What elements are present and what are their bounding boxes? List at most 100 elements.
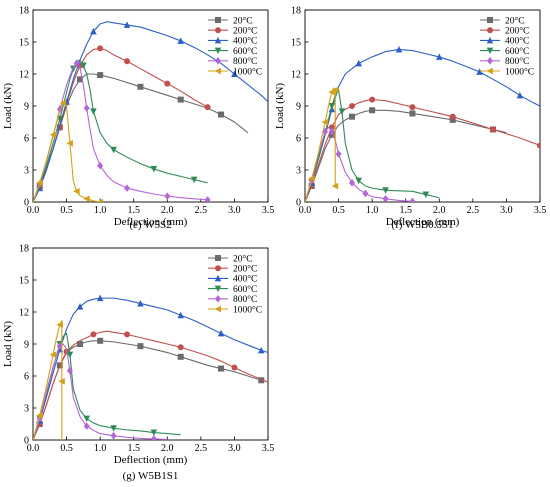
x-tick-label: 3.0	[500, 205, 513, 216]
legend-label: 800°C	[505, 56, 529, 67]
data-point	[56, 321, 63, 329]
data-point	[73, 59, 80, 68]
legend-label: 200°C	[233, 264, 257, 275]
series-line	[33, 332, 181, 440]
y-tick-label: 9	[296, 102, 301, 113]
y-tick-label: 9	[24, 102, 29, 113]
series-line	[305, 126, 413, 202]
data-point	[97, 45, 104, 52]
x-tick-label: 1.0	[366, 205, 379, 216]
series-group	[305, 45, 540, 202]
legend-label: 400°C	[233, 274, 257, 285]
legend-label: 1000°C	[233, 304, 262, 315]
data-point	[59, 99, 67, 107]
data-point	[258, 377, 265, 384]
x-tick-label: 3.5	[262, 205, 275, 216]
data-point	[164, 80, 171, 87]
data-point	[218, 365, 224, 372]
data-point	[422, 191, 430, 199]
y-tick-label: 18	[19, 6, 29, 17]
legend-marker	[215, 255, 221, 261]
series-line	[33, 330, 268, 440]
x-tick-label: 2.0	[161, 205, 174, 216]
data-point	[58, 378, 65, 385]
x-tick-label: 0.0	[299, 205, 312, 216]
data-point	[349, 113, 355, 120]
legend-marker	[214, 305, 221, 313]
legend-marker	[486, 47, 494, 55]
legend-marker	[215, 295, 221, 303]
legend-label: 20°C	[505, 15, 525, 26]
x-tick-label: 2.5	[195, 205, 208, 216]
data-point	[97, 161, 104, 170]
data-point	[123, 21, 131, 28]
data-point	[77, 76, 83, 83]
data-point	[83, 422, 90, 430]
data-point	[90, 331, 97, 338]
data-point	[335, 150, 342, 158]
data-point	[164, 192, 171, 200]
x-tick-label: 1.0	[94, 443, 107, 454]
data-point	[177, 96, 184, 103]
y-tick-label: 18	[19, 244, 29, 255]
data-point	[231, 364, 238, 371]
y-tick-label: 3	[24, 404, 29, 415]
chart-panel-1: 0.0 0.5 1.0 1.5 2.0 2.5 3.0 3.5 0 3 6 9 12 15 18 Deflec…	[2, 6, 274, 232]
x-tick-label: 0.5	[60, 443, 73, 454]
data-point	[66, 140, 73, 147]
legend-marker	[486, 36, 494, 44]
y-tick-label: 15	[19, 38, 29, 49]
data-point	[204, 196, 211, 202]
data-point	[97, 337, 104, 344]
data-point	[76, 303, 84, 310]
data-point	[73, 188, 80, 195]
data-point	[97, 72, 104, 79]
data-point	[321, 118, 329, 126]
legend-marker	[487, 57, 493, 65]
y-tick-label: 6	[24, 372, 29, 383]
data-point	[449, 113, 456, 120]
legend-marker	[214, 47, 222, 55]
data-point	[409, 104, 416, 111]
data-point	[355, 177, 363, 185]
x-tick-label: 1.5	[127, 205, 140, 216]
data-point	[331, 182, 339, 190]
y-tick-label: 0	[24, 198, 29, 209]
data-point	[476, 68, 483, 75]
x-tick-label: 1.0	[94, 205, 107, 216]
x-tick-label: 2.5	[195, 443, 208, 454]
data-point	[382, 187, 389, 194]
x-tick-label: 0.5	[332, 205, 345, 216]
legend-marker	[214, 274, 222, 282]
series-line	[33, 62, 208, 202]
data-point	[110, 146, 117, 154]
data-point	[204, 104, 211, 111]
data-point	[177, 344, 184, 351]
y-axis-label: Load (kN)	[2, 83, 14, 129]
legend-marker	[214, 285, 222, 293]
data-point	[516, 91, 524, 99]
data-point	[137, 343, 144, 350]
data-point	[349, 179, 355, 187]
series-line	[33, 343, 168, 440]
data-point	[382, 195, 389, 202]
data-point	[328, 127, 335, 136]
data-point	[83, 415, 91, 423]
data-point	[369, 107, 376, 114]
y-tick-label: 15	[19, 276, 29, 287]
data-point	[362, 189, 369, 198]
data-point	[66, 351, 74, 359]
legend-marker	[215, 265, 221, 272]
data-point	[177, 311, 185, 319]
data-point	[190, 176, 198, 184]
x-tick-label: 3.0	[228, 443, 241, 454]
panel-caption: (e) W5S2	[129, 219, 171, 231]
data-point	[537, 142, 540, 149]
y-tick-label: 12	[19, 70, 29, 81]
data-point	[96, 294, 104, 302]
legend-marker	[486, 67, 493, 75]
legend-marker	[215, 57, 221, 65]
